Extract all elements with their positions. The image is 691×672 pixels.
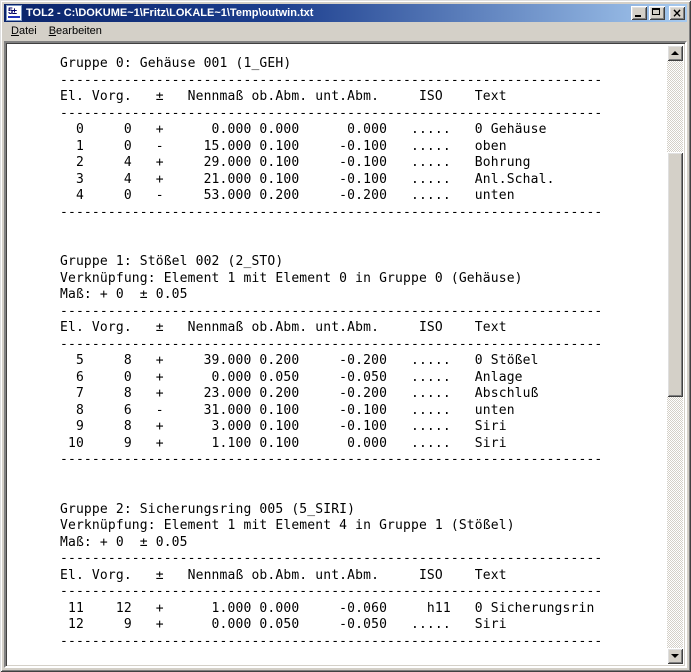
minimize-icon	[635, 15, 641, 17]
scroll-thumb[interactable]	[667, 152, 683, 397]
maximize-button[interactable]	[649, 6, 665, 20]
app-icon-label: 5±	[8, 6, 17, 16]
minimize-button[interactable]	[631, 6, 647, 20]
window-title: TOL2 - C:\DOKUME~1\Fritz\LOKALE~1\Temp\o…	[26, 7, 314, 19]
window-controls: ×	[631, 6, 685, 20]
menu-item-bearbeiten[interactable]: Bearbeiten	[48, 25, 102, 37]
scroll-down-button[interactable]	[667, 648, 683, 664]
app-icon[interactable]: 5±	[6, 5, 22, 21]
scroll-up-button[interactable]	[667, 45, 683, 61]
menu-item-datei[interactable]: Datei	[11, 25, 37, 37]
arrow-up-icon	[671, 51, 679, 55]
dimension-line-icon	[8, 16, 20, 18]
arrow-down-icon	[671, 654, 679, 658]
maximize-icon	[652, 8, 660, 15]
close-button[interactable]: ×	[669, 6, 685, 20]
vertical-scrollbar[interactable]	[667, 45, 683, 664]
title-bar: 5± TOL2 - C:\DOKUME~1\Fritz\LOKALE~1\Tem…	[4, 4, 687, 22]
document-text: Gruppe 0: Gehäuse 001 (1_GEH) ----------…	[60, 56, 603, 649]
menu-bar: Datei Bearbeiten	[4, 23, 687, 40]
content-area: Gruppe 0: Gehäuse 001 (1_GEH) ----------…	[4, 41, 687, 668]
close-icon: ×	[671, 5, 683, 20]
